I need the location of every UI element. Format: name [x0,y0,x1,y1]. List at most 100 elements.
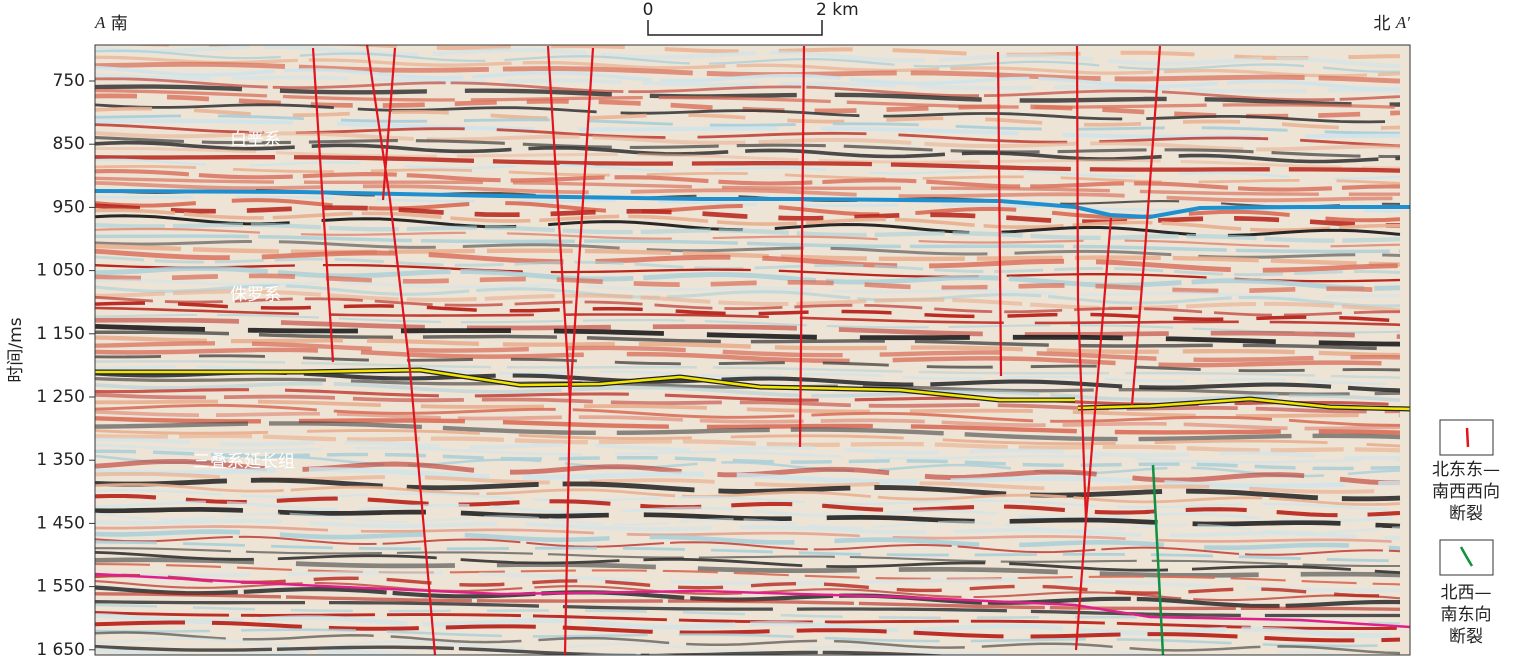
fault [365,45,437,655]
reflector [95,525,1401,544]
reflector [95,500,1401,523]
reflector [95,295,1401,317]
reflector [95,471,1401,494]
reflector [95,354,1401,373]
section-frame [94,44,1411,656]
horizons [95,45,1410,655]
reflector [95,324,1401,347]
horizon-jurassic-base [1077,397,1410,411]
scale-start: 0 [643,0,654,20]
reflector [95,239,1401,259]
reflector [95,393,1401,414]
reflector [95,234,1401,254]
fault [1074,45,1088,651]
reflector [95,164,1401,185]
reflector [95,284,1401,308]
fault [381,47,397,201]
reflector [95,317,1401,340]
y-tick-label: 850 [53,134,85,154]
reflector [95,273,1401,294]
scale-bar [647,20,823,36]
reflector [95,381,1401,403]
stratum-label: 白垩系 [230,130,281,150]
reflector [95,433,1401,453]
y-tick-label: 1 350 [36,450,85,470]
reflector [95,289,1401,313]
reflector [95,483,1401,506]
reflector [95,585,1401,609]
reflector [95,278,1401,299]
reflector [95,437,1401,461]
reflector [95,313,1401,334]
reflector [95,106,1401,130]
reflector [95,620,1401,643]
nw-fault [1151,464,1165,655]
reflector [95,84,1401,107]
fault [1084,217,1113,521]
reflector [95,341,1401,362]
reflector [95,658,1400,663]
reflector [95,399,1401,418]
stratum-label: 侏罗系 [230,285,281,305]
reflector [95,360,1401,379]
reflector [95,155,1401,173]
horizon-jurassic-base [95,368,1075,402]
fault [1130,45,1162,406]
reflector [95,570,1400,593]
reflector [95,306,1401,327]
fault [546,45,572,401]
reflector [95,158,1401,180]
reflector [95,644,953,655]
reflector [95,403,1401,427]
legend-label: 南西西向 [1432,482,1500,502]
reflector [95,557,1401,578]
reflector [95,421,1401,442]
reflector [95,61,1401,84]
horizon-triassic [95,572,1410,629]
reflector [95,529,1401,551]
reflector [95,449,1401,471]
legend-symbol [1465,427,1470,448]
reflector [95,416,1401,435]
fault [563,47,595,655]
reflector [95,611,1401,630]
y-tick-label: 1 150 [36,324,85,344]
legend-label: 南东向 [1441,605,1492,625]
reflector [95,592,1401,611]
right-end-label: 北 A′ [1373,13,1410,34]
reflector [95,73,1401,94]
end-direction: 南 [111,14,128,34]
reflector [95,227,1401,248]
reflector [95,547,1400,568]
reflector [95,429,1401,448]
reflector [95,77,1401,102]
stratum-label: 三叠系延长组 [193,452,295,472]
nee-faults [311,45,1162,655]
legend-label: 断裂 [1449,504,1483,524]
reflector [95,195,1401,213]
reflector [95,176,1400,197]
y-tick-label: 950 [53,197,85,217]
reflector [95,563,1401,586]
y-tick-label: 1 650 [36,640,85,660]
reflector [95,443,1401,464]
reflector [95,203,1401,228]
reflector [95,255,1401,277]
reflector [95,103,1401,124]
reflector [95,612,1401,639]
reflector [95,628,1401,648]
reflector [95,55,1401,78]
end-direction: 北 [1373,14,1390,34]
reflector [95,540,1401,563]
reflector [95,248,1401,273]
reflector [95,518,1401,541]
scale-end: 2 km [816,0,859,20]
reflector [95,600,1400,618]
seismic-texture [95,45,1401,663]
reflector [95,301,1401,323]
legend-label: 断裂 [1449,627,1483,647]
reflector [95,489,1401,512]
y-axis-title: 时间/ms [6,317,26,382]
horizon-cretaceous-base [95,189,1410,220]
